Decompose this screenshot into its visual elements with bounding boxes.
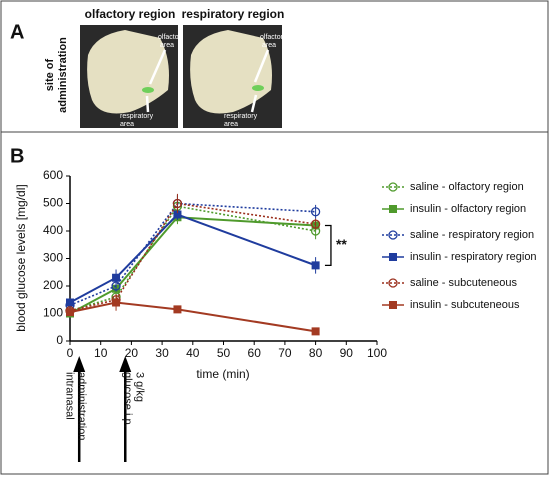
point [66, 298, 74, 307]
series-line [69, 216, 316, 315]
y-axis-label: blood glucose levels [mg/dl] [14, 184, 28, 331]
x-tick-label: 0 [67, 346, 74, 360]
photo: respiratory region olfactory area respir… [182, 7, 287, 128]
side-label: site of [44, 58, 56, 91]
dye [252, 85, 264, 91]
point [310, 207, 321, 217]
x-tick-label: 90 [340, 346, 354, 360]
y-tick-label: 200 [43, 278, 63, 292]
arrow [253, 49, 270, 83]
point [112, 273, 121, 282]
significance-bracket [324, 224, 332, 267]
series-line [69, 213, 316, 304]
x-tick-label: 70 [278, 346, 292, 360]
series-line [69, 301, 316, 333]
arrow [148, 49, 167, 85]
significance-label: ** [336, 236, 347, 252]
legend-marker [388, 182, 398, 192]
x-tick-label: 60 [248, 346, 262, 360]
legend-label: insulin - subcuteneous [410, 299, 520, 311]
tissue [190, 30, 272, 114]
x-tick-label: 50 [217, 346, 231, 360]
x-axis-label: time (min) [196, 367, 249, 381]
arrow-head [73, 356, 86, 372]
x-tick-label: 80 [309, 346, 323, 360]
photo-title: respiratory region [182, 7, 285, 21]
photo-note: area [262, 42, 276, 49]
x-tick-label: 100 [367, 346, 387, 360]
y-tick-label: 600 [43, 168, 63, 182]
photo-note: area [120, 121, 134, 128]
x-tick-label: 40 [186, 346, 200, 360]
side-label: administration [57, 37, 69, 113]
point [173, 305, 182, 314]
y-tick-label: 0 [56, 333, 63, 347]
panel-label: A [10, 21, 24, 43]
legend-label: insulin - respiratory region [410, 251, 537, 263]
y-tick-label: 300 [43, 251, 63, 265]
photo-note: olfactory [260, 34, 287, 41]
photo: olfactory region olfactory area respirat… [80, 7, 185, 128]
legend-label: saline - olfactory region [410, 181, 524, 193]
annotation-text: 3 g/kg [133, 372, 145, 402]
series-line [69, 205, 316, 312]
legend-marker [389, 253, 397, 261]
arrow-head [119, 356, 132, 372]
annotation-text: administration [75, 372, 87, 440]
y-tick-label: 400 [43, 223, 63, 237]
point [66, 308, 74, 317]
point [173, 210, 182, 219]
point [112, 298, 121, 307]
series-line [69, 202, 316, 312]
photo-note: respiratory [120, 113, 154, 120]
legend-marker [389, 301, 397, 309]
photo-note: olfactory [158, 34, 185, 41]
legend-label: saline - respiratory region [410, 229, 534, 241]
legend-marker [388, 278, 398, 288]
point [311, 327, 320, 336]
x-tick-label: 30 [155, 346, 169, 360]
point [311, 261, 320, 270]
dye [142, 87, 154, 93]
photo-note: area [224, 121, 238, 128]
legend-marker [389, 205, 397, 213]
x-tick-label: 10 [94, 346, 108, 360]
y-tick-label: 500 [43, 196, 63, 210]
annotation-text: glucose i.p. [121, 372, 133, 428]
panel-label: B [10, 145, 24, 167]
photo-note: area [160, 42, 174, 49]
legend-marker [388, 230, 398, 240]
annotation-text: intranasal [63, 372, 75, 420]
legend-label: saline - subcuteneous [410, 277, 518, 289]
legend-label: insulin - olfactory region [410, 203, 526, 215]
photo-note: respiratory [224, 113, 258, 120]
point [172, 198, 183, 209]
photo-title: olfactory region [85, 7, 176, 21]
point [310, 219, 321, 229]
y-tick-label: 100 [43, 306, 63, 320]
arrow [250, 94, 258, 113]
arrow [145, 95, 150, 113]
x-tick-label: 20 [125, 346, 139, 360]
